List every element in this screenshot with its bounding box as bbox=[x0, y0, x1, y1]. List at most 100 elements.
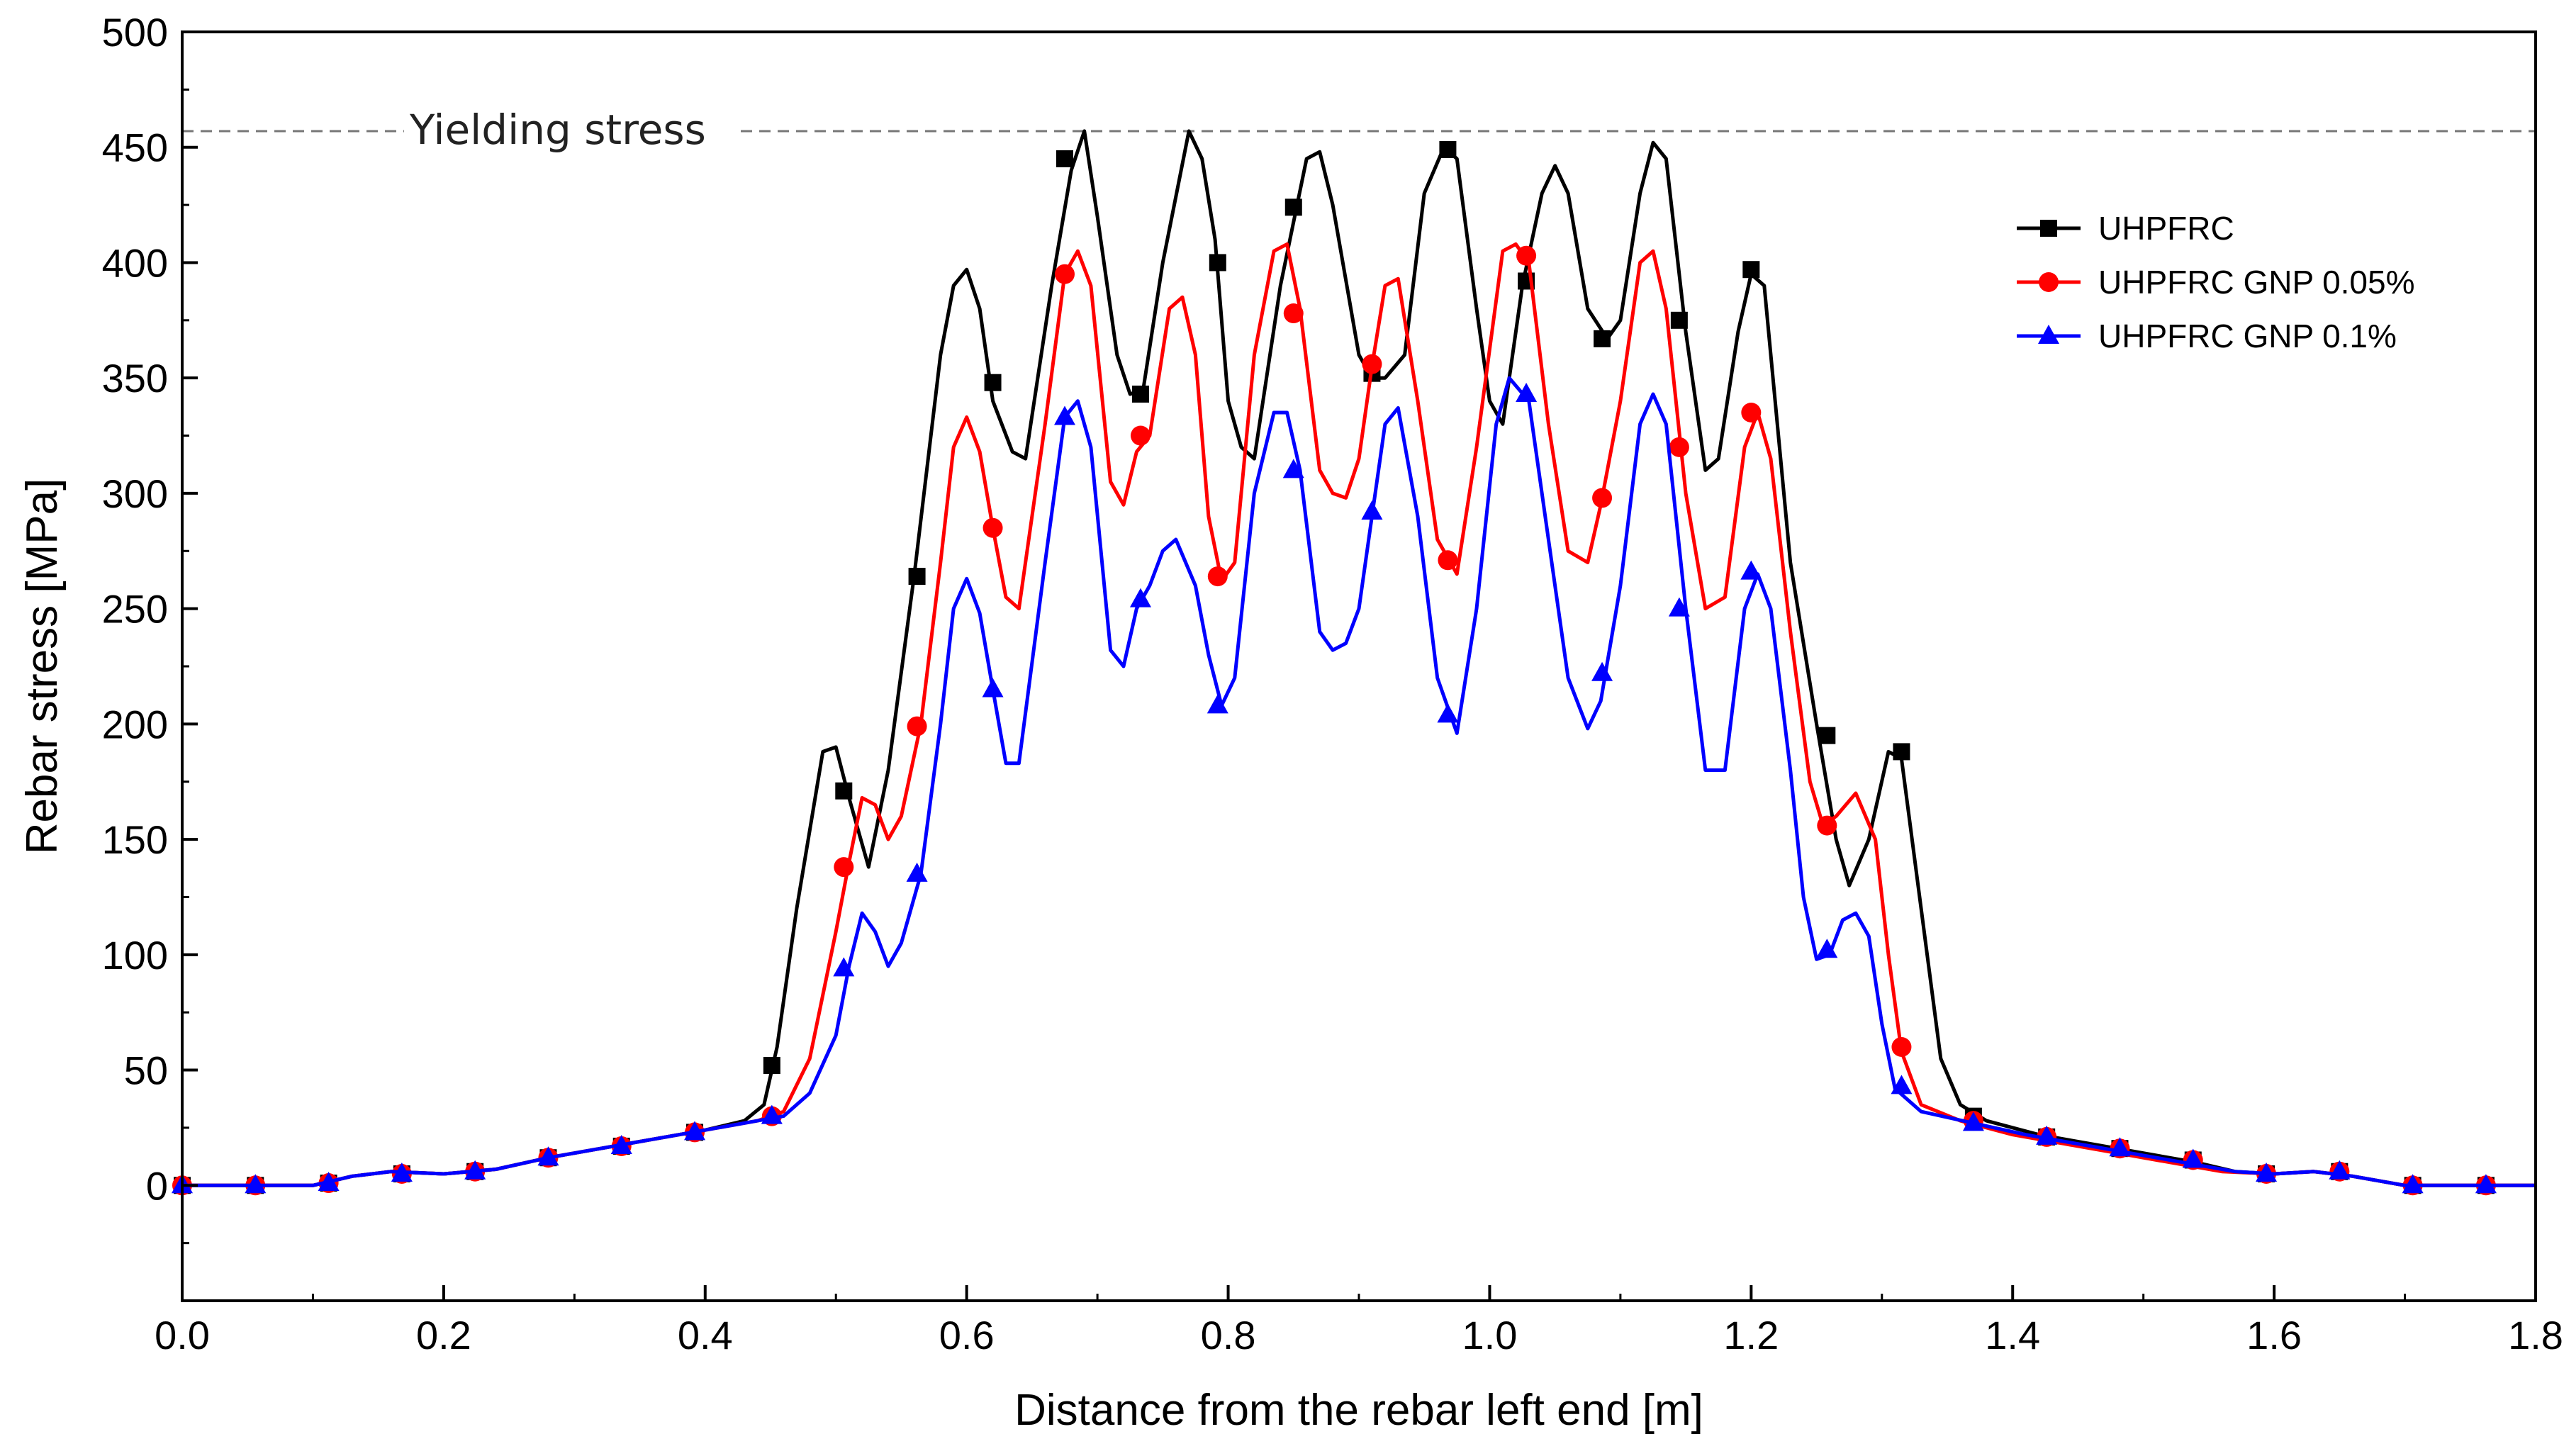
data-point-circle bbox=[1283, 303, 1304, 324]
data-point-square bbox=[1594, 330, 1611, 347]
data-point-triangle bbox=[1282, 459, 1304, 478]
data-point-square bbox=[908, 568, 926, 586]
y-tick-label: 300 bbox=[102, 471, 168, 516]
data-point-square bbox=[1818, 727, 1836, 744]
data-point-circle bbox=[1891, 1037, 1912, 1057]
x-tick-label: 1.2 bbox=[1723, 1313, 1779, 1357]
data-point-circle bbox=[983, 517, 1003, 538]
legend-entry: UHPFRC GNP 0.05% bbox=[2017, 264, 2415, 301]
data-point-circle bbox=[1669, 437, 1689, 457]
series-line bbox=[182, 242, 2536, 1187]
data-point-square bbox=[1056, 150, 1073, 167]
x-tick-label: 1.6 bbox=[2246, 1313, 2302, 1357]
legend-marker-square bbox=[2040, 220, 2057, 237]
ticks-layer: 0.0 0.2 0.4 0.6 0.8 1.0 1.2 1.4 1.6 1.8 0 50 100 150 2… bbox=[102, 10, 2563, 1357]
data-point-triangle bbox=[1516, 382, 1538, 402]
data-point-triangle bbox=[1962, 1111, 1984, 1131]
y-axis-title: Rebar stress [MPa] bbox=[18, 478, 67, 855]
data-point-square bbox=[1670, 311, 1688, 329]
data-point-circle bbox=[1516, 245, 1537, 266]
labels-layer: Distance from the rebar left end [m] Reb… bbox=[18, 106, 1703, 1435]
data-point-triangle bbox=[1437, 703, 1459, 723]
data-point-triangle bbox=[2329, 1160, 2351, 1180]
data-point-triangle bbox=[318, 1172, 340, 1192]
data-point-triangle bbox=[2256, 1163, 2278, 1182]
legend-entry: UHPFRC GNP 0.1% bbox=[2017, 318, 2397, 354]
data-point-triangle bbox=[2109, 1137, 2131, 1157]
y-tick-label: 250 bbox=[102, 587, 168, 632]
data-point-circle bbox=[1362, 354, 1382, 374]
series-circle bbox=[172, 242, 2536, 1196]
data-point-square bbox=[1209, 254, 1226, 271]
data-point-circle bbox=[834, 857, 854, 878]
legend-entry: UHPFRC bbox=[2017, 210, 2234, 247]
x-tick-label: 0.6 bbox=[939, 1313, 995, 1357]
data-point-square bbox=[1439, 140, 1457, 158]
data-point-triangle bbox=[2475, 1174, 2497, 1194]
data-point-triangle bbox=[2036, 1125, 2058, 1145]
x-axis-title: Distance from the rebar left end [m] bbox=[1014, 1386, 1703, 1435]
x-tick-label: 1.0 bbox=[1462, 1313, 1518, 1357]
legend-marker-triangle bbox=[2038, 325, 2059, 344]
data-point-square bbox=[1742, 261, 1760, 279]
y-tick-label: 350 bbox=[102, 356, 168, 401]
y-tick-label: 200 bbox=[102, 702, 168, 746]
y-tick-label: 100 bbox=[102, 933, 168, 978]
legend-label: UHPFRC GNP 0.05% bbox=[2098, 264, 2415, 301]
data-point-circle bbox=[1130, 425, 1151, 446]
x-tick-label: 0.4 bbox=[678, 1313, 733, 1357]
data-point-triangle bbox=[464, 1160, 486, 1180]
legend: UHPFRC UHPFRC GNP 0.05% UHPFRC GNP 0.1% bbox=[2017, 210, 2415, 354]
data-point-triangle bbox=[1361, 500, 1383, 520]
data-point-triangle bbox=[684, 1121, 706, 1141]
data-point-triangle bbox=[1740, 560, 1762, 580]
data-point-triangle bbox=[391, 1163, 413, 1182]
legend-label: UHPFRC GNP 0.1% bbox=[2098, 318, 2397, 354]
y-tick-label: 500 bbox=[102, 10, 168, 55]
series-layer bbox=[172, 129, 2536, 1196]
data-point-triangle bbox=[1891, 1075, 1913, 1094]
yielding-stress-label: Yielding stress bbox=[409, 106, 706, 154]
series-line bbox=[182, 129, 2536, 1187]
x-tick-label: 1.4 bbox=[1985, 1313, 2040, 1357]
x-tick-label: 0.2 bbox=[416, 1313, 471, 1357]
data-point-triangle bbox=[2402, 1174, 2424, 1194]
data-point-circle bbox=[1438, 550, 1458, 571]
data-point-triangle bbox=[610, 1134, 632, 1154]
y-tick-label: 400 bbox=[102, 240, 168, 285]
data-point-circle bbox=[1055, 264, 1075, 284]
data-point-triangle bbox=[1591, 661, 1613, 681]
data-point-circle bbox=[1817, 815, 1837, 836]
series-line bbox=[182, 376, 2536, 1187]
y-tick-label: 0 bbox=[146, 1163, 168, 1208]
data-point-triangle bbox=[906, 862, 928, 882]
data-point-triangle bbox=[1668, 597, 1690, 617]
data-point-circle bbox=[1592, 488, 1613, 508]
data-point-square bbox=[763, 1057, 780, 1075]
data-point-triangle bbox=[245, 1174, 267, 1194]
data-point-square bbox=[1131, 385, 1149, 403]
data-point-triangle bbox=[1207, 694, 1228, 714]
data-point-triangle bbox=[1129, 588, 1151, 607]
data-point-triangle bbox=[982, 678, 1004, 698]
data-point-circle bbox=[1741, 403, 1762, 422]
data-point-square bbox=[1893, 743, 1910, 761]
data-point-triangle bbox=[1816, 939, 1838, 958]
data-point-triangle bbox=[537, 1146, 559, 1166]
data-point-square bbox=[835, 782, 853, 800]
data-point-triangle bbox=[2182, 1148, 2204, 1168]
y-tick-label: 150 bbox=[102, 817, 168, 862]
data-point-triangle bbox=[761, 1104, 783, 1124]
data-point-triangle bbox=[1054, 405, 1075, 425]
data-point-square bbox=[984, 374, 1002, 391]
x-tick-label: 0.8 bbox=[1201, 1313, 1256, 1357]
legend-marker-circle bbox=[2039, 272, 2059, 292]
data-point-square bbox=[1284, 198, 1302, 216]
x-tick-label: 1.8 bbox=[2508, 1313, 2563, 1357]
legend-label: UHPFRC bbox=[2098, 210, 2234, 247]
data-point-triangle bbox=[833, 957, 855, 977]
data-point-circle bbox=[1207, 566, 1228, 587]
x-tick-label: 0.0 bbox=[155, 1313, 210, 1357]
series-triangle bbox=[172, 376, 2536, 1194]
